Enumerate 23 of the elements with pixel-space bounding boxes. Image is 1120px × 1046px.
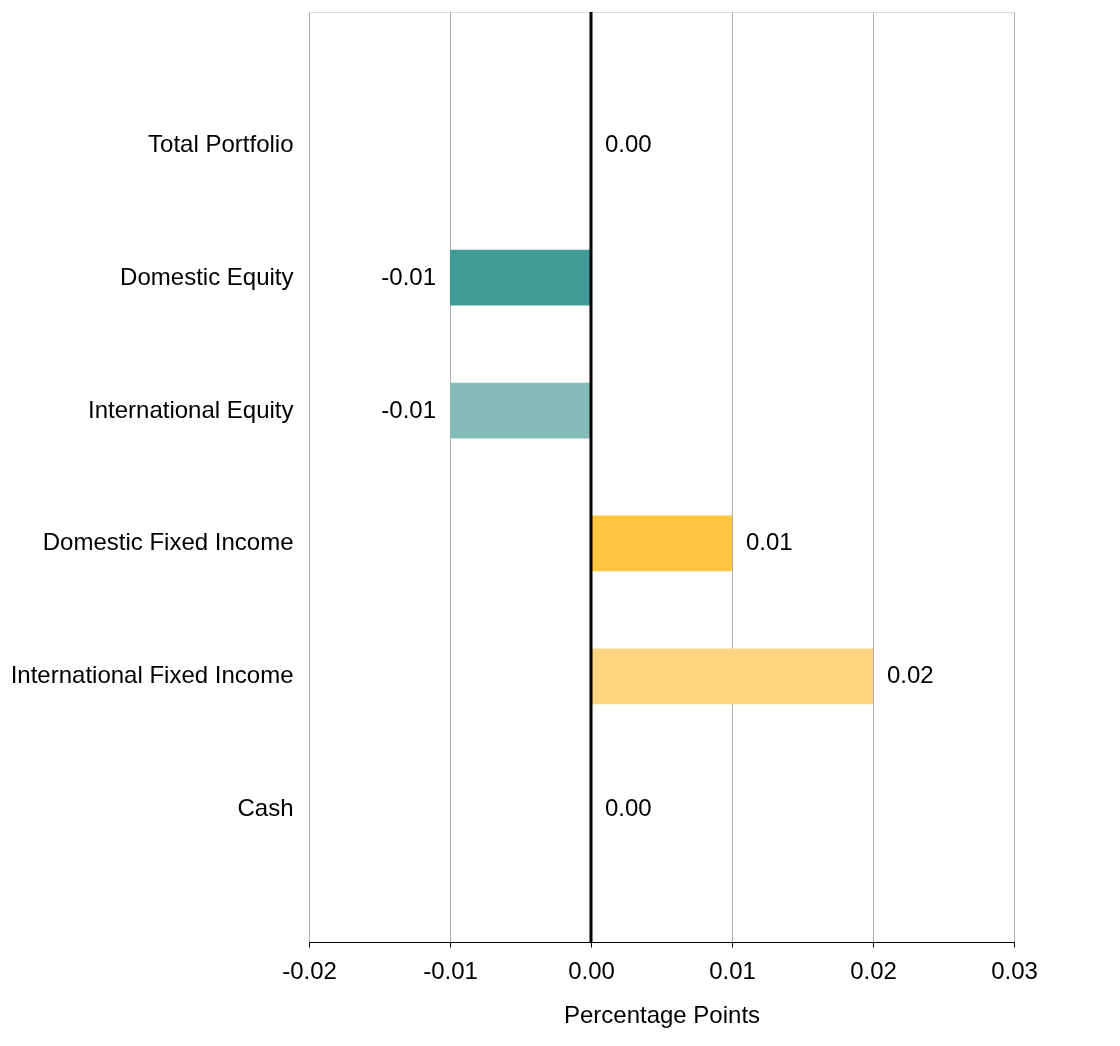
x-tick-label: 0.01 <box>709 956 756 984</box>
y-tick-label: Domestic Fixed Income <box>42 528 294 556</box>
bar <box>591 515 732 572</box>
x-tick-label: -0.02 <box>282 956 337 984</box>
y-tick-label: International Equity <box>88 395 294 423</box>
y-tick-label: Domestic Equity <box>120 262 294 290</box>
data-label: 0.01 <box>746 528 793 556</box>
data-label: -0.01 <box>381 262 436 290</box>
data-label: 0.00 <box>605 794 652 822</box>
bar <box>450 249 591 306</box>
y-tick-label: Total Portfolio <box>148 129 294 157</box>
data-label: -0.01 <box>381 395 436 423</box>
y-tick-label: International Fixed Income <box>10 661 294 689</box>
x-tick-label: 0.00 <box>568 956 615 984</box>
bar <box>591 648 873 705</box>
x-tick-label: 0.02 <box>850 956 897 984</box>
data-label: 0.02 <box>887 661 934 689</box>
bar <box>450 382 591 439</box>
y-tick-label: Cash <box>237 794 294 822</box>
x-tick-label: -0.01 <box>423 956 478 984</box>
x-axis-title: Percentage Points <box>563 1000 761 1028</box>
data-label: 0.00 <box>605 129 652 157</box>
x-tick-label: 0.03 <box>991 956 1038 984</box>
